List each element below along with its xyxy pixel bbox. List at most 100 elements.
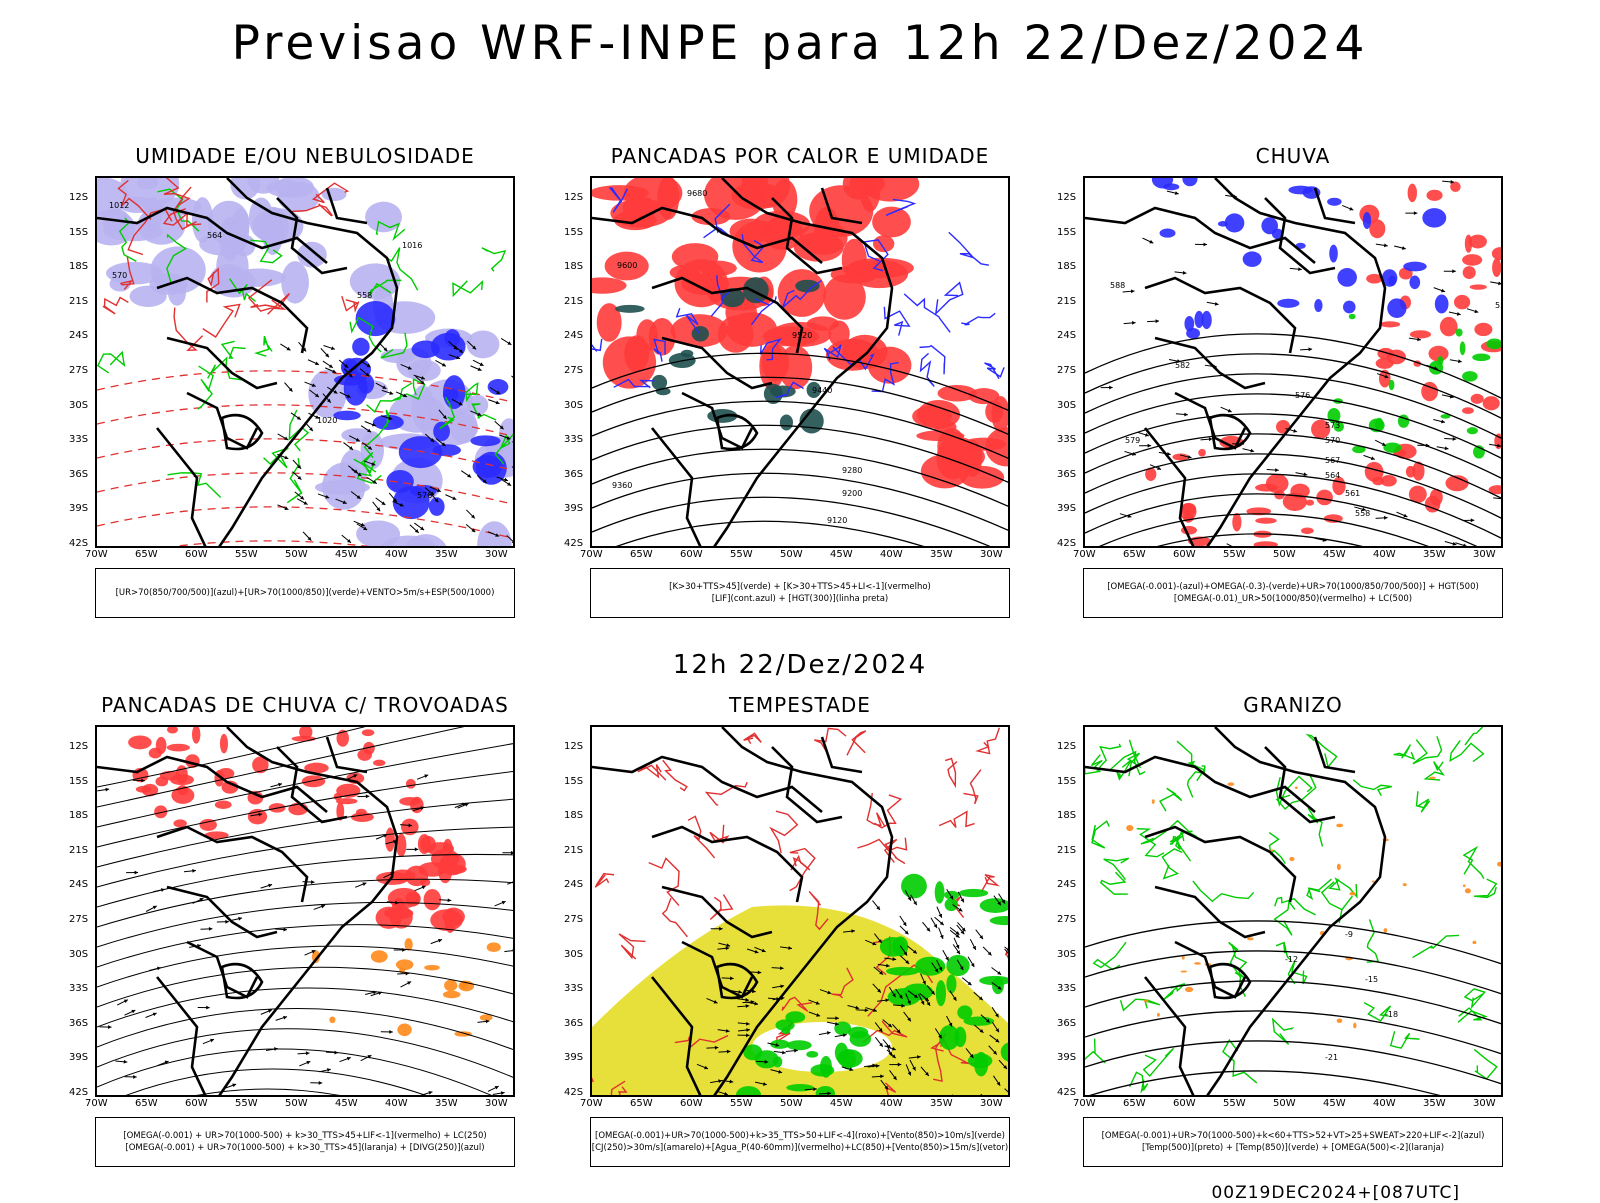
longitude-tick-label: 50W — [285, 1098, 308, 1109]
convection-area-red — [872, 207, 911, 238]
latitude-tick-label: 21S — [564, 296, 583, 307]
contour-red — [706, 782, 747, 805]
streamline-arrow-head — [402, 948, 406, 952]
streamline-arrow-head — [366, 794, 370, 798]
thunder-area-orange — [405, 938, 413, 950]
omega-dot-orange — [1227, 782, 1234, 785]
legend-line: [OMEGA(-0.001) + UR>70(1000-500) + k>30_… — [125, 1142, 484, 1154]
latitude-tick-label: 24S — [1057, 879, 1076, 890]
contour-red — [814, 728, 846, 756]
thunder-area-red — [128, 735, 152, 749]
omega-area-blue — [1363, 212, 1371, 229]
temp850-contour-green — [1308, 808, 1322, 846]
streamline-arrow-head — [448, 898, 452, 902]
longitude-tick-label: 65W — [630, 549, 653, 560]
latitude-tick-label: 12S — [564, 741, 583, 752]
streamline-arrow — [1227, 544, 1238, 548]
panel-3-title: CHUVA — [1083, 144, 1503, 168]
rain-area-red — [1440, 317, 1458, 337]
contour-line — [1085, 1011, 1503, 1055]
contour-line — [97, 541, 515, 548]
longitude-tick-label: 50W — [1273, 1098, 1296, 1109]
contour-label: 1012 — [109, 201, 129, 210]
longitude-tick-label: 70W — [85, 1098, 108, 1109]
streamline-arrow-head — [124, 1060, 128, 1064]
omega-dot-orange — [1497, 862, 1502, 867]
thunder-area-red — [192, 727, 200, 744]
panel-1-title: UMIDADE E/OU NEBULOSIDADE — [95, 144, 515, 168]
lif-contour-blue — [949, 232, 989, 265]
temp850-contour-green — [1394, 745, 1414, 759]
temp850-contour-green — [1465, 727, 1498, 745]
latitude-tick-label: 15S — [69, 776, 88, 787]
thunder-area-red — [292, 736, 316, 742]
lif-contour-blue — [592, 335, 602, 352]
contour-label: 1020 — [317, 416, 337, 425]
contour-label: 561 — [1345, 489, 1360, 498]
longitude-tick-label: 60W — [680, 549, 703, 560]
latitude-tick-label: 30S — [69, 400, 88, 411]
streamline-arrow-head — [1471, 518, 1475, 522]
latitude-tick-label: 24S — [69, 879, 88, 890]
latitude-tick-label: 12S — [1057, 192, 1076, 203]
streamline-arrow-head — [1414, 211, 1418, 215]
temp850-contour-green — [1092, 821, 1109, 848]
contour-red — [663, 760, 687, 790]
latitude-tick-label: 18S — [564, 810, 583, 821]
streamline-arrow-head — [1209, 437, 1213, 441]
streamline-arrow-head — [1458, 359, 1462, 363]
longitude-tick-label: 30W — [485, 549, 508, 560]
border-line — [167, 887, 277, 937]
convection-area-red — [675, 259, 729, 307]
thunder-area-red — [215, 801, 232, 809]
wind-area-green — [785, 1011, 805, 1023]
panel-6-map-graphic: -9-12-15-18-21 — [1085, 727, 1503, 1097]
omega-area-blue — [1186, 328, 1200, 339]
panel-1-legend: [UR>70(850/700/500)](azul)+[UR>70(1000/8… — [95, 568, 515, 618]
contour-label: 570 — [1325, 436, 1340, 445]
longitude-tick-label: 70W — [1073, 1098, 1096, 1109]
wind-area-green — [974, 1052, 988, 1076]
temp850-contour-green — [1175, 831, 1191, 861]
omega-dot-orange — [1289, 857, 1294, 861]
longitude-tick-label: 35W — [930, 1098, 953, 1109]
streamline-arrow-head — [1402, 246, 1406, 250]
contour-label: 9600 — [617, 261, 637, 270]
temp850-contour-green — [1307, 879, 1331, 898]
streamline-arrow-head — [1109, 386, 1113, 390]
humidity-area-blue — [431, 333, 466, 361]
contour-label: 558 — [1355, 509, 1370, 518]
legend-line: [CJ(250)>30m/s](amarelo)+[Agua_P(40-60mm… — [592, 1142, 1008, 1154]
thunder-area-red — [418, 862, 446, 877]
contour-red — [978, 728, 1000, 754]
streamline-arrow-head — [511, 851, 515, 855]
contour-label: 564 — [1325, 471, 1340, 480]
omega-dot-orange — [1157, 1013, 1160, 1017]
longitude-tick-label: 30W — [1473, 1098, 1496, 1109]
latitude-tick-label: 15S — [69, 227, 88, 238]
rain-area-red — [1483, 396, 1500, 410]
longitude-tick-label: 35W — [1423, 1098, 1446, 1109]
latitude-tick-label: 15S — [564, 776, 583, 787]
thunder-area-red — [362, 729, 375, 736]
temp850-contour-green — [1275, 902, 1295, 936]
omega-dot-orange — [1337, 864, 1341, 871]
thunder-area-red — [170, 774, 194, 785]
wind-vector-head — [1009, 1093, 1010, 1097]
contour-label: 573 — [1325, 421, 1340, 430]
omega-area-blue — [1409, 276, 1420, 290]
longitude-tick-label: 30W — [980, 1098, 1003, 1109]
contour-line — [592, 521, 1010, 548]
humidity-area-blue — [352, 338, 370, 356]
omega-area-blue — [1182, 178, 1197, 186]
humidity-area-light — [365, 202, 402, 233]
longitude-tick-label: 65W — [135, 549, 158, 560]
wind-area-green — [945, 898, 958, 911]
thunder-area-red — [173, 819, 186, 827]
rain-area-red — [1463, 266, 1476, 279]
latitude-tick-label: 36S — [69, 469, 88, 480]
latitude-tick-label: 42S — [564, 1087, 583, 1098]
streamline-arrow-head — [1155, 319, 1159, 323]
humidity-area-blue — [399, 436, 443, 468]
temp850-contour-green — [1391, 1031, 1420, 1048]
